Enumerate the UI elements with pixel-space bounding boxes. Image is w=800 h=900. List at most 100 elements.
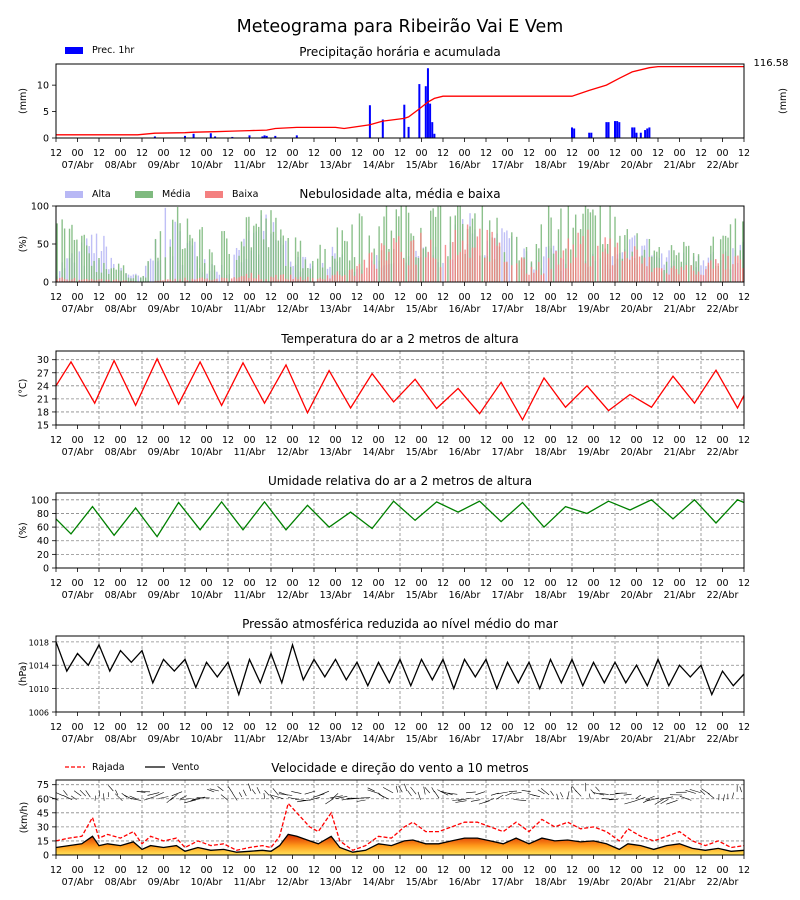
legend-label: Vento (172, 762, 199, 773)
x-hour-label: 00 (114, 435, 126, 446)
x-hour-label: 12 (50, 722, 62, 733)
x-hour-label: 12 (609, 578, 621, 589)
cloud-bar (196, 256, 198, 282)
x-date-label: 07/Abr (62, 447, 94, 458)
cloud-bar (117, 280, 120, 282)
cloud-bar (172, 219, 174, 282)
cloud-bar (452, 242, 454, 282)
precip-bar (648, 127, 651, 138)
y-tick-label: 30 (37, 355, 49, 366)
precip-bar (368, 105, 371, 138)
cloud-bar (122, 265, 125, 282)
cloud-bar (557, 229, 560, 282)
x-hour-label: 12 (179, 722, 191, 733)
x-hour-label: 12 (136, 292, 148, 303)
cloud-bar (737, 255, 739, 282)
x-hour-label: 00 (157, 435, 169, 446)
cloud-bar (272, 277, 275, 282)
wind-arrow (94, 795, 96, 801)
cloud-bar (449, 216, 452, 282)
cloud-bar (152, 260, 154, 282)
cloud-bar (265, 218, 267, 282)
precip-bar (261, 136, 264, 138)
wind-arrow (395, 785, 398, 793)
x-hour-label: 12 (523, 578, 535, 589)
cloud-bar (525, 273, 528, 282)
cloud-bar (285, 278, 287, 282)
x-date-label: 14/Abr (363, 304, 395, 315)
y-tick-label: 0 (43, 851, 49, 862)
wind-arrow (660, 799, 669, 804)
x-date-label: 11/Abr (234, 877, 266, 888)
x-hour-label: 12 (738, 148, 750, 159)
precip-bar (590, 132, 593, 138)
x-date-label: 12/Abr (277, 304, 309, 315)
x-hour-label: 00 (415, 435, 427, 446)
cloud-bar (100, 279, 103, 282)
panel-5: 1006 1010 1014 1018 (hPa) Pressão atmosférica… (18, 617, 750, 745)
x-date-label: 17/Abr (492, 734, 524, 745)
x-date-label: 22/Abr (707, 160, 739, 171)
x-hour-label: 12 (523, 292, 535, 303)
wind-arrow (635, 794, 641, 800)
x-hour-label: 00 (544, 148, 556, 159)
cloud-bar (557, 264, 560, 282)
cloud-bar (211, 280, 213, 282)
cloud-bar (464, 249, 466, 282)
cloud-bar (113, 280, 115, 282)
precip-bar (631, 127, 634, 138)
cloud-bar (142, 275, 144, 282)
cloud-bar (724, 235, 727, 282)
series-line (55, 498, 745, 538)
wind-arrow (108, 785, 114, 792)
precip-bar (431, 122, 434, 138)
panel-4: 0 20 40 60 80 100 (%) Umidade relativa do ar a … (18, 474, 750, 601)
wind-arrow (190, 798, 201, 801)
cloud-bar (626, 229, 628, 282)
cloud-bar (530, 266, 533, 282)
cloud-bar (592, 209, 594, 282)
precip-bar (424, 86, 427, 138)
cloud-bar (316, 258, 319, 282)
x-date-label: 09/Abr (148, 734, 180, 745)
x-date-label: 15/Abr (406, 447, 438, 458)
cloud-bar (461, 240, 464, 282)
cloud-bar (656, 267, 658, 282)
cloud-bar (572, 244, 574, 282)
cloud-bar (213, 265, 216, 282)
x-hour-label: 12 (394, 865, 406, 876)
precip-bar (403, 104, 406, 138)
wind-arrow (592, 792, 605, 796)
wind-arrow (513, 799, 527, 801)
x-date-label: 09/Abr (148, 160, 180, 171)
cloud-bar (626, 258, 628, 282)
cloud-bar (432, 208, 434, 282)
x-date-label: 17/Abr (492, 877, 524, 888)
cloud-bar (105, 246, 108, 282)
x-date-label: 19/Abr (578, 877, 610, 888)
cloud-bar (132, 278, 135, 282)
cloud-bar (302, 280, 304, 282)
x-hour-label: 12 (265, 435, 277, 446)
cloud-bar (250, 247, 253, 282)
y-tick-label: 100 (31, 202, 49, 213)
wind-arrow (497, 791, 508, 795)
wind-arrow (602, 798, 614, 800)
wind-arrow (588, 793, 591, 799)
y-tick-label: 40 (37, 536, 49, 547)
x-hour-label: 12 (93, 292, 105, 303)
cloud-bar (503, 261, 506, 282)
cloud-bar (390, 230, 393, 282)
cloud-bar (262, 239, 265, 282)
cloud-bar (606, 253, 609, 282)
x-date-label: 14/Abr (363, 734, 395, 745)
cloud-bar (304, 279, 307, 282)
wind-arrow (297, 799, 311, 803)
cloud-bar (186, 218, 189, 282)
panel-title: Nebulosidade alta, média e baixa (299, 187, 500, 201)
cloud-bar (422, 248, 425, 282)
x-hour-label: 12 (695, 865, 707, 876)
cloud-bar (196, 278, 198, 282)
x-hour-label: 12 (480, 722, 492, 733)
x-hour-label: 12 (394, 435, 406, 446)
